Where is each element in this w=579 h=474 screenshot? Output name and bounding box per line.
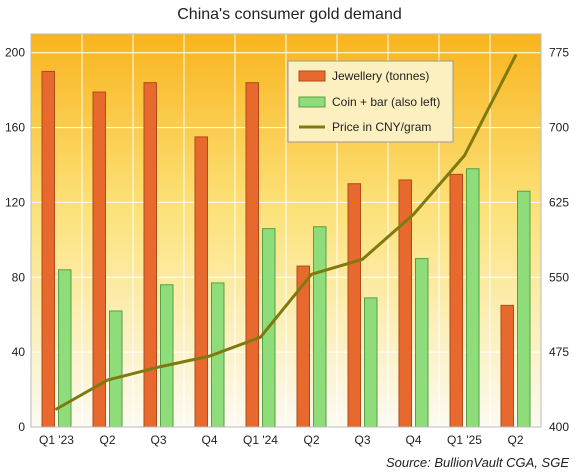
coin-bar-bar bbox=[415, 258, 429, 428]
coin-bar-bar bbox=[160, 284, 174, 428]
coin-bar-bar bbox=[364, 297, 378, 428]
x-tick-label: Q1 '24 bbox=[243, 433, 278, 447]
legend: Jewellery (tonnes) Coin + bar (also left… bbox=[287, 60, 454, 143]
price-line bbox=[55, 54, 517, 411]
x-tick-label: Q4 bbox=[405, 433, 421, 447]
y-right-tick-label: 475 bbox=[549, 345, 569, 359]
y-left-tick-label: 0 bbox=[18, 420, 25, 434]
x-tick-label: Q3 bbox=[150, 433, 166, 447]
y-right-tick-label: 700 bbox=[549, 121, 569, 135]
jewellery-bar bbox=[449, 173, 463, 428]
jewellery-bar bbox=[500, 304, 514, 428]
legend-label-jewellery: Jewellery (tonnes) bbox=[332, 69, 429, 83]
x-tick-label: Q4 bbox=[201, 433, 217, 447]
legend-swatch-jewellery bbox=[298, 70, 326, 82]
chart-title: China's consumer gold demand bbox=[177, 6, 402, 23]
y-left-tick-label: 80 bbox=[12, 270, 26, 284]
jewellery-bar bbox=[41, 70, 55, 428]
y-left-tick-label: 40 bbox=[12, 345, 26, 359]
legend-label-coin-bar: Coin + bar (also left) bbox=[332, 95, 440, 109]
coin-bar-bar bbox=[313, 226, 327, 428]
coin-bar-bar bbox=[517, 190, 531, 428]
x-tick-label: Q1 '23 bbox=[39, 433, 74, 447]
x-tick-label: Q2 bbox=[303, 433, 319, 447]
y-right-tick-label: 775 bbox=[549, 46, 569, 60]
y-right-tick-label: 400 bbox=[549, 420, 569, 434]
bars bbox=[41, 70, 531, 428]
jewellery-bar bbox=[245, 82, 259, 428]
x-tick-label: Q1 '25 bbox=[447, 433, 482, 447]
x-tick-label: Q3 bbox=[354, 433, 370, 447]
jewellery-bar bbox=[194, 136, 208, 428]
chart-source: Source: BullionVault CGA, SGE bbox=[385, 455, 569, 470]
y-left-tick-label: 200 bbox=[5, 46, 25, 60]
y-right-tick-label: 550 bbox=[549, 270, 569, 284]
legend-swatch-coin-bar bbox=[298, 96, 326, 108]
plot-border bbox=[30, 33, 542, 428]
jewellery-bar bbox=[92, 91, 106, 428]
jewellery-bar bbox=[143, 82, 157, 428]
legend-label-price: Price in CNY/gram bbox=[332, 120, 431, 134]
x-tick-label: Q2 bbox=[99, 433, 115, 447]
y-right-tick-label: 625 bbox=[549, 195, 569, 209]
y-left-tick-label: 160 bbox=[5, 121, 25, 135]
y-left-tick-label: 120 bbox=[5, 195, 25, 209]
coin-bar-bar bbox=[466, 168, 480, 428]
price-line-layer bbox=[55, 54, 517, 411]
axes: 0 40 80 120 160 200 400 475 550 625 700 775 Q1 '23 Q2… bbox=[5, 46, 569, 447]
x-tick-label: Q2 bbox=[507, 433, 523, 447]
coin-bar-bar bbox=[109, 310, 123, 428]
jewellery-bar bbox=[347, 183, 361, 428]
